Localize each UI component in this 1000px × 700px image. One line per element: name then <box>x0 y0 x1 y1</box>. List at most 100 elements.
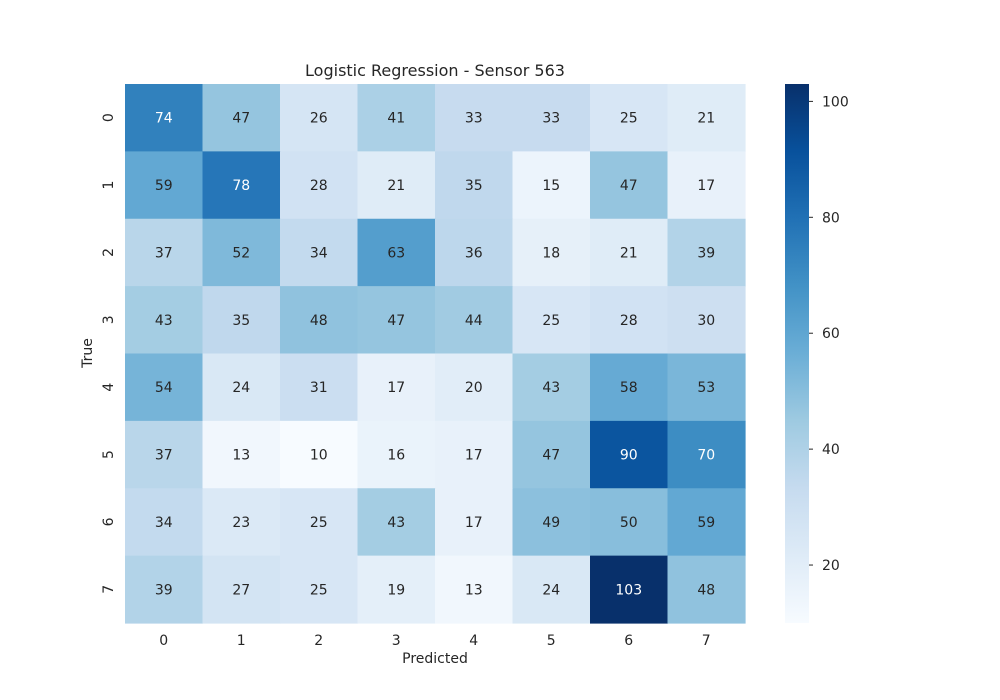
heatmap-cell <box>125 353 204 422</box>
heatmap-cell-value: 39 <box>697 245 715 261</box>
heatmap-cell <box>512 488 591 557</box>
heatmap-cell-value: 21 <box>697 111 715 127</box>
heatmap-cell-value: 47 <box>620 178 638 194</box>
heatmap-cell-value: 25 <box>310 582 328 598</box>
heatmap-cell <box>667 488 746 557</box>
heatmap-cell <box>202 420 281 489</box>
heatmap-cell-value: 36 <box>465 245 483 261</box>
heatmap-cell <box>435 488 514 557</box>
heatmap-cell-value: 35 <box>465 178 483 194</box>
heatmap-cell <box>590 84 669 152</box>
heatmap-cell-value: 43 <box>542 380 560 396</box>
heatmap-cell-value: 34 <box>155 515 173 531</box>
heatmap-cell-value: 47 <box>542 448 560 464</box>
y-tick-label: 4 <box>101 383 117 392</box>
y-tick-label: 1 <box>101 181 117 190</box>
heatmap-cell-value: 58 <box>620 380 638 396</box>
heatmap-cell-value: 43 <box>155 313 173 329</box>
heatmap-cell-value: 48 <box>697 582 715 598</box>
heatmap-cell-value: 44 <box>465 313 483 329</box>
heatmap-cell-value: 25 <box>542 313 560 329</box>
heatmap-cell <box>435 353 514 422</box>
heatmap-cell <box>202 488 281 557</box>
y-axis-label: True <box>80 338 96 369</box>
colorbar-tick-label: 60 <box>822 326 840 342</box>
heatmap-cell-value: 35 <box>232 313 250 329</box>
heatmap-cell-value: 59 <box>697 515 715 531</box>
heatmap-cell <box>202 555 281 624</box>
heatmap-cell-value: 31 <box>310 380 328 396</box>
colorbar-gradient <box>785 84 809 623</box>
heatmap-cell <box>357 420 436 489</box>
heatmap-cell-value: 34 <box>310 245 328 261</box>
heatmap-cell-value: 18 <box>542 245 560 261</box>
heatmap-cell <box>280 353 359 422</box>
y-tick-label: 6 <box>101 517 117 526</box>
x-tick-label: 1 <box>237 633 246 649</box>
heatmap-cell <box>280 151 359 220</box>
colorbar-tick-label: 80 <box>822 210 840 226</box>
heatmap-cell <box>590 488 669 557</box>
heatmap-cell <box>667 218 746 287</box>
heatmap-cell-value: 48 <box>310 313 328 329</box>
x-tick-label: 6 <box>624 633 633 649</box>
x-tick-label: 4 <box>469 633 478 649</box>
heatmap-cell <box>280 488 359 557</box>
heatmap-cell <box>435 218 514 287</box>
heatmap-cell <box>435 555 514 624</box>
heatmap-cell-value: 54 <box>155 380 173 396</box>
heatmap-cells <box>125 84 746 624</box>
heatmap-cell-value: 47 <box>232 111 250 127</box>
heatmap-cell <box>202 353 281 422</box>
colorbar-tick-label: 40 <box>822 442 840 458</box>
heatmap-cell <box>125 151 204 220</box>
heatmap-cell <box>202 151 281 220</box>
y-axis-ticks: 0 1 2 3 4 5 6 7 <box>101 113 117 594</box>
heatmap-cell <box>512 151 591 220</box>
heatmap-cell-value: 37 <box>155 245 173 261</box>
heatmap-cell-value: 21 <box>387 178 405 194</box>
heatmap-cell <box>357 286 436 355</box>
heatmap-cell-value: 70 <box>697 448 715 464</box>
heatmap-cell-value: 26 <box>310 111 328 127</box>
heatmap-cell-value: 17 <box>465 515 483 531</box>
heatmap-cell-value: 103 <box>615 582 642 598</box>
y-tick-label: 7 <box>101 585 117 594</box>
heatmap-cell <box>590 218 669 287</box>
heatmap-cell <box>202 84 281 152</box>
x-axis-label: Predicted <box>402 651 468 667</box>
heatmap-cell-value: 10 <box>310 448 328 464</box>
colorbar-ticks: 20 40 60 80 100 <box>809 94 849 574</box>
heatmap-cell <box>125 218 204 287</box>
heatmap-cell <box>590 151 669 220</box>
heatmap-cell-value: 13 <box>465 582 483 598</box>
heatmap-cell <box>512 555 591 624</box>
heatmap-cell <box>435 286 514 355</box>
heatmap-cell <box>357 488 436 557</box>
heatmap-cell <box>435 420 514 489</box>
heatmap-cell-value: 20 <box>465 380 483 396</box>
heatmap-cell <box>590 420 669 489</box>
heatmap-cell <box>512 353 591 422</box>
heatmap-cell-value: 19 <box>387 582 405 598</box>
heatmap-cell-value: 50 <box>620 515 638 531</box>
heatmap-cell-value: 63 <box>387 245 405 261</box>
heatmap-cell <box>667 353 746 422</box>
heatmap-cell-value: 43 <box>387 515 405 531</box>
x-tick-label: 7 <box>702 633 711 649</box>
heatmap-cell <box>357 353 436 422</box>
x-tick-label: 3 <box>392 633 401 649</box>
heatmap-cell <box>357 218 436 287</box>
heatmap-cell <box>125 555 204 624</box>
x-axis-ticks: 0 1 2 3 4 5 6 7 <box>159 633 710 649</box>
heatmap-cell-value: 25 <box>620 111 638 127</box>
x-tick-label: 0 <box>159 633 168 649</box>
heatmap-cell <box>280 555 359 624</box>
heatmap-cell-value: 47 <box>387 313 405 329</box>
heatmap-cell-value: 39 <box>155 582 173 598</box>
heatmap-cell <box>512 84 591 152</box>
chart-title: Logistic Regression - Sensor 563 <box>305 61 565 80</box>
heatmap-cell <box>667 420 746 489</box>
y-tick-label: 2 <box>101 248 117 257</box>
